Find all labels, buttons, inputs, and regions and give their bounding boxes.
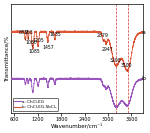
Text: 2947: 2947 [101,44,113,52]
Legend: a: ChCl-EG, b: ChCl-EG-SbCl₃: a: ChCl-EG, b: ChCl-EG-SbCl₃ [13,98,58,111]
Text: a: a [142,30,146,35]
Text: 1635: 1635 [49,32,61,40]
Text: b: b [142,76,146,81]
Text: 3500: 3500 [121,63,133,71]
Text: 1060: 1060 [26,40,38,47]
Text: 1205: 1205 [32,38,44,46]
Y-axis label: Transmittance/%: Transmittance/% [4,35,9,82]
Text: 3200: 3200 [109,58,121,66]
X-axis label: Wavenumber/cm⁻¹: Wavenumber/cm⁻¹ [51,123,103,129]
Text: 1085: 1085 [29,45,40,54]
Text: 953: 953 [25,30,33,39]
Text: 1457: 1457 [42,42,54,50]
Text: 881: 881 [19,30,28,40]
Text: 2879: 2879 [96,33,108,41]
